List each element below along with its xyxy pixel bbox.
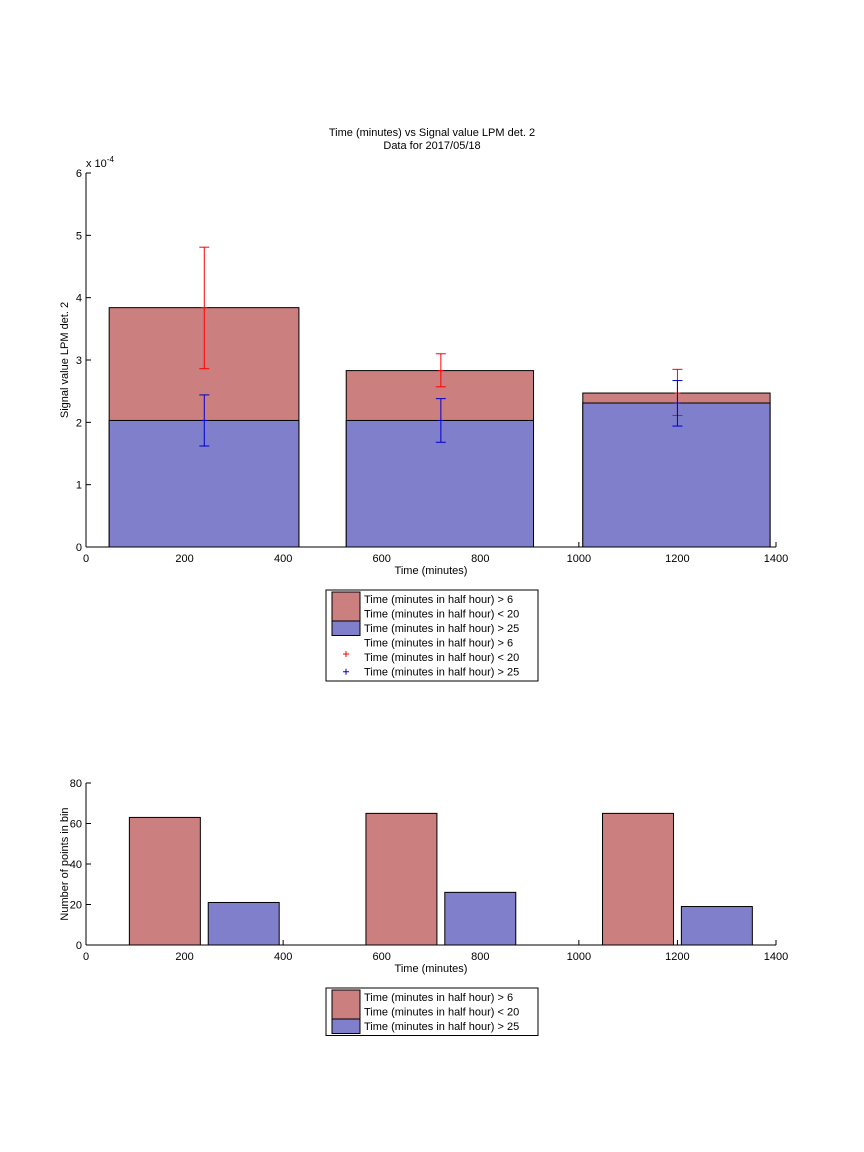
x-tick-label: 800 [471, 951, 489, 963]
legend-entry-label: Time (minutes in half hour) < 20 [364, 1007, 519, 1019]
y-tick-label: 4 [76, 293, 82, 305]
legend-entry-label: Time (minutes in half hour) < 20 [364, 609, 519, 621]
count-bar [365, 812, 438, 946]
y-axis-label: Signal value LPM det. 2 [59, 302, 71, 418]
signal-bar-chart: 0 200 400 600 800 1000 1200 1400 0 1 2 3 4 5 6 Time (mi… [59, 155, 788, 577]
count-bar [680, 906, 753, 946]
x-tick-label: 600 [373, 553, 391, 565]
legend-entry-label: Time (minutes in half hour) > 6 [364, 638, 513, 650]
legend-entry-label: Time (minutes in half hour) > 6 [364, 594, 513, 606]
y-multiplier-base: x 10 [86, 158, 107, 170]
x-axis-label: Time (minutes) [395, 565, 468, 577]
y-tick-label: 0 [76, 940, 82, 952]
signal-bar [345, 419, 535, 548]
y-tick-label: 60 [70, 819, 82, 831]
legend-box [325, 987, 539, 1036]
x-tick-label: 1200 [665, 553, 689, 565]
y-tick-label: 80 [70, 778, 82, 790]
count-bar [602, 812, 674, 946]
legend-entry-label: Time (minutes in half hour) > 25 [364, 667, 519, 679]
chart-title: Time (minutes) vs Signal value LPM det. … [329, 127, 535, 139]
y-tick-label: 2 [76, 417, 82, 429]
x-tick-label: 1200 [665, 951, 689, 963]
y-tick-label: 6 [76, 168, 82, 180]
chart-subtitle: Data for 2017/05/18 [383, 140, 480, 152]
y-tick-label: 0 [76, 542, 82, 554]
y-axis-multiplier: x 10-4 [86, 155, 114, 170]
x-tick-label: 1400 [764, 553, 788, 565]
x-tick-label: 200 [175, 951, 193, 963]
x-tick-label: 400 [274, 553, 292, 565]
count-bar [444, 891, 517, 946]
count-bar [207, 901, 280, 946]
y-tick-label: 3 [76, 355, 82, 367]
y-tick-label: 20 [70, 900, 82, 912]
legend-swatch [331, 1018, 361, 1034]
legend-swatch [331, 591, 361, 622]
legend-entry-label: Time (minutes in half hour) > 6 [364, 992, 513, 1004]
x-tick-label: 1400 [764, 951, 788, 963]
legend-swatch [331, 620, 361, 636]
x-tick-label: 1000 [567, 553, 591, 565]
legend-swatch [331, 989, 361, 1020]
x-tick-label: 400 [274, 951, 292, 963]
x-tick-label: 600 [373, 951, 391, 963]
x-tick-label: 0 [83, 951, 89, 963]
x-tick-label: 1000 [567, 951, 591, 963]
y-tick-label: 5 [76, 230, 82, 242]
signal-bar [582, 402, 771, 548]
legend-entry-label: Time (minutes in half hour) < 20 [364, 652, 519, 664]
x-tick-label: 800 [471, 553, 489, 565]
count-bar [128, 816, 201, 946]
count-chart-legend: Time (minutes in half hour) > 6 Time (min… [325, 987, 539, 1036]
y-multiplier-exponent: -4 [107, 155, 115, 164]
x-tick-label: 0 [83, 553, 89, 565]
y-tick-label: 40 [70, 859, 82, 871]
x-axis-label: Time (minutes) [395, 963, 468, 975]
x-tick-label: 200 [175, 553, 193, 565]
y-axis-label: Number of points in bin [59, 807, 71, 920]
legend-box [325, 589, 539, 682]
y-tick-label: 1 [76, 480, 82, 492]
count-bar-chart: 0 200 400 600 800 1000 1200 1400 0 20 40 60 80 Time (… [59, 778, 788, 975]
legend-entry-label: Time (minutes in half hour) > 25 [364, 623, 519, 635]
legend-entry-label: Time (minutes in half hour) > 25 [364, 1021, 519, 1033]
signal-chart-legend: Time (minutes in half hour) > 6 Time (min… [325, 589, 539, 682]
